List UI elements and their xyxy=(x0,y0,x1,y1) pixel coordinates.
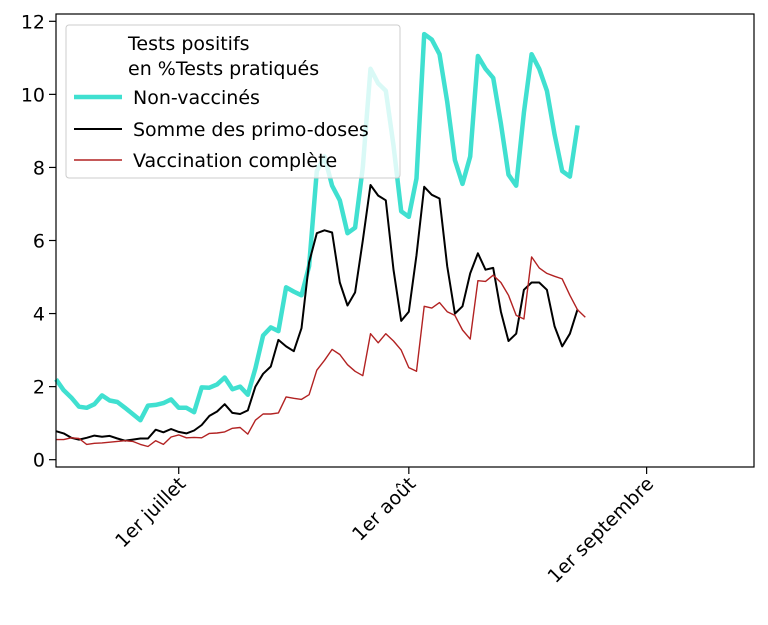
legend-title-line-2: en %Tests pratiqués xyxy=(128,58,319,80)
legend-title-line-1: Tests positifs xyxy=(127,33,250,55)
legend-box xyxy=(65,24,401,179)
legend-label-vaccination-complete: Vaccination complète xyxy=(133,150,337,172)
y-tick-label: 12 xyxy=(21,11,45,33)
y-tick-label: 8 xyxy=(33,157,45,179)
legend-label-primo-doses: Somme des primo-doses xyxy=(133,119,369,141)
y-tick-label: 0 xyxy=(33,450,45,472)
y-tick-label: 10 xyxy=(21,84,45,106)
legend: Tests positifs en %Tests pratiqués Non-v… xyxy=(65,24,401,179)
y-axis: 0 2 4 6 8 10 12 xyxy=(21,11,56,472)
y-tick-label: 4 xyxy=(33,304,45,326)
y-tick-label: 6 xyxy=(33,231,45,253)
legend-label-non-vaccines: Non-vaccinés xyxy=(133,87,260,109)
series-line-vaccination-complete xyxy=(56,256,586,448)
y-tick-label: 2 xyxy=(33,377,45,399)
series-line-somme-des-primo-doses xyxy=(55,184,579,442)
